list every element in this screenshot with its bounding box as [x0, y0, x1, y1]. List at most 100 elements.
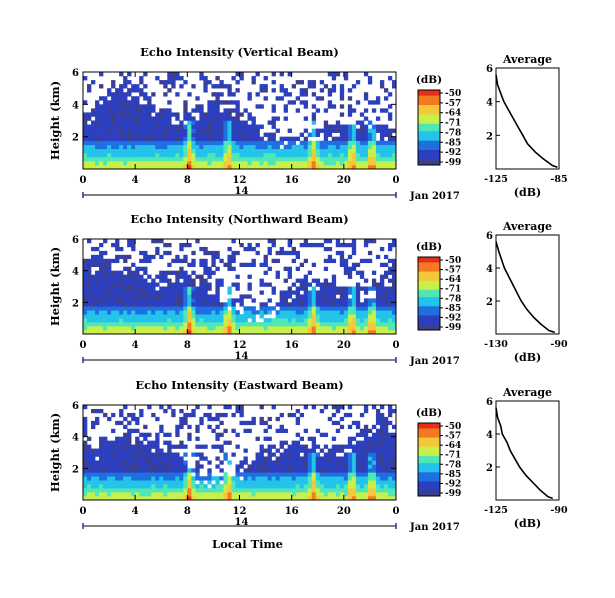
heatmap-cell: [391, 80, 397, 85]
heatmap-cell: [259, 492, 264, 497]
heatmap-cell: [211, 136, 216, 142]
heatmap-cell: [251, 156, 256, 162]
heatmap-cell: [259, 488, 264, 493]
heatmap-cell: [287, 472, 292, 477]
heatmap-cell: [391, 408, 397, 414]
heatmap-cell: [175, 444, 180, 449]
heatmap-cell: [127, 290, 132, 295]
heatmap-cell: [331, 84, 337, 89]
heatmap-cell: [335, 128, 341, 133]
heatmap-cell: [351, 302, 357, 307]
heatmap-cell: [391, 156, 397, 162]
heatmap-cell: [231, 298, 236, 303]
heatmap-cell: [171, 270, 176, 275]
heatmap-cell: [347, 476, 353, 481]
heatmap-cell: [103, 314, 108, 319]
heatmap-cell: [223, 160, 228, 166]
heatmap-cell: [215, 432, 220, 437]
heatmap-cell: [135, 322, 140, 327]
heatmap-cell: [207, 424, 212, 430]
heatmap-cell: [267, 448, 272, 453]
heatmap-cell: [119, 318, 124, 323]
heatmap-cell: [87, 164, 92, 170]
average-frame: [495, 234, 560, 335]
heatmap-cell: [155, 302, 160, 307]
heatmap-cell: [327, 476, 333, 481]
heatmap-cell: [251, 76, 256, 81]
colorbar-segment: [418, 464, 440, 468]
heatmap-cell: [167, 476, 172, 481]
heatmap-cell: [151, 468, 156, 473]
heatmap-cell: [367, 298, 373, 303]
heatmap-cell: [327, 104, 333, 109]
heatmap-cell: [271, 124, 276, 129]
heatmap-cell: [247, 148, 252, 154]
heatmap-cell: [387, 156, 393, 162]
colorbar-tick-label: -57: [445, 266, 461, 276]
heatmap-cell: [203, 286, 208, 291]
heatmap-cell: [83, 480, 88, 485]
heatmap-cell: [227, 120, 232, 125]
x-tick-label: 8: [184, 340, 191, 351]
heatmap-cell: [207, 416, 212, 422]
heatmap-cell: [311, 488, 317, 493]
heatmap-cell: [227, 152, 232, 158]
heatmap-cell: [291, 258, 296, 264]
heatmap-cell: [267, 132, 272, 137]
heatmap-cell: [367, 239, 373, 244]
heatmap-cell: [219, 116, 224, 121]
heatmap-cell: [247, 314, 252, 319]
heatmap-cell: [255, 128, 260, 133]
heatmap-cell: [367, 472, 373, 477]
heatmap-cell: [103, 436, 108, 441]
heatmap-cell: [83, 132, 88, 137]
average-frame: [495, 67, 560, 170]
heatmap-cell: [235, 318, 240, 323]
heatmap-cell: [391, 266, 397, 271]
heatmap-cell: [219, 120, 224, 125]
heatmap-cell: [215, 96, 220, 101]
heatmap-cell: [211, 330, 216, 335]
heatmap-cell: [375, 322, 381, 327]
heatmap-cell: [207, 322, 212, 327]
heatmap-cell: [87, 239, 92, 244]
heatmap-cell: [327, 464, 333, 469]
heatmap-cell: [179, 330, 184, 335]
heatmap-cell: [291, 326, 296, 331]
heatmap-cell: [103, 476, 108, 481]
heatmap-cell: [231, 156, 236, 162]
heatmap-cell: [95, 480, 100, 485]
heatmap-cell: [367, 120, 373, 125]
heatmap-cell: [127, 92, 132, 97]
heatmap-cell: [163, 84, 168, 89]
heatmap-cell: [183, 472, 188, 477]
heatmap-cell: [147, 290, 152, 295]
heatmap-cell: [263, 420, 268, 426]
heatmap-cell: [187, 112, 192, 117]
heatmap-cell: [379, 468, 385, 473]
heatmap-cell: [311, 92, 317, 97]
heatmap-cell: [323, 480, 329, 485]
heatmap-cell: [103, 104, 108, 109]
heatmap-cell: [179, 152, 184, 158]
heatmap-cell: [203, 152, 208, 158]
heatmap-cell: [207, 472, 212, 477]
heatmap-cell: [367, 476, 373, 481]
heatmap-cell: [371, 286, 377, 291]
heatmap-cell: [283, 88, 288, 93]
heatmap-cell: [287, 140, 292, 146]
colorbar-segment: [418, 120, 440, 123]
heatmap-cell: [235, 298, 240, 303]
heatmap-cell: [123, 456, 128, 461]
heatmap-cell: [363, 468, 369, 473]
heatmap-cell: [335, 239, 341, 244]
heatmap-cell: [375, 488, 381, 493]
heatmap-cell: [315, 314, 321, 319]
heatmap-cell: [211, 144, 216, 150]
heatmap-cell: [367, 496, 373, 501]
heatmap-cell: [287, 464, 292, 469]
heatmap-cell: [99, 448, 104, 453]
heatmap-cell: [183, 444, 188, 449]
heatmap-cell: [155, 318, 160, 323]
heatmap-cell: [211, 270, 216, 275]
